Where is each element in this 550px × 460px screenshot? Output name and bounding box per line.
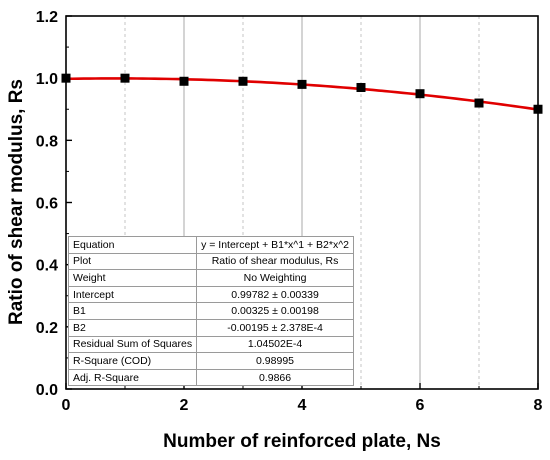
fit-table-row: B1 0.00325 ± 0.00198	[67, 302, 354, 320]
data-point	[415, 89, 425, 99]
fit-table-value: 0.98995	[196, 352, 354, 370]
x-tick-label: 2	[180, 397, 189, 414]
fit-table-value: 1.04502E-4	[196, 335, 354, 354]
fit-table-row: Adj. R-Square 0.9866	[67, 368, 354, 387]
data-point	[474, 98, 484, 108]
data-markers	[61, 73, 543, 114]
axis-ticks: 0 2 4 6 8 0.0 0.2 0.4 0.6 0.8 1.0 1.2	[36, 9, 543, 414]
data-point	[356, 82, 366, 92]
fit-table-label: Adj. R-Square	[67, 368, 198, 387]
y-tick-label: 1.2	[36, 9, 58, 26]
y-tick-label: 0.8	[36, 133, 58, 150]
y-tick-label: 0.2	[36, 320, 58, 337]
fit-table-row: Residual Sum of Squares 1.04502E-4	[67, 335, 354, 354]
data-point	[179, 76, 189, 86]
fit-table-row: Equation y = Intercept + B1*x^1 + B2*x^2	[67, 236, 354, 254]
y-tick-label: 0.0	[36, 382, 58, 399]
fit-table-row: B2 -0.00195 ± 2.378E-4	[67, 318, 354, 337]
fit-table-label: B2	[67, 318, 198, 337]
fit-table-value: y = Intercept + B1*x^1 + B2*x^2	[196, 236, 354, 254]
fit-table-label: Plot	[67, 252, 198, 271]
fit-table-label: Intercept	[67, 285, 198, 304]
fit-table-value: Ratio of shear modulus, Rs	[196, 252, 354, 271]
fit-table-row: Intercept 0.99782 ± 0.00339	[67, 285, 354, 304]
data-point	[61, 73, 71, 83]
x-tick-label: 0	[62, 397, 71, 414]
fit-table-label: Weight	[67, 269, 198, 287]
fit-table-value: 0.9866	[196, 368, 354, 387]
x-tick-label: 6	[416, 397, 425, 414]
fit-table-label: Equation	[67, 236, 198, 254]
fit-table-row: R-Square (COD) 0.98995	[67, 352, 354, 370]
fit-table-value: No Weighting	[196, 269, 354, 287]
fit-statistics-table: Equation y = Intercept + B1*x^1 + B2*x^2 P…	[67, 236, 354, 387]
y-tick-label: 0.4	[36, 258, 58, 275]
x-tick-label: 4	[298, 397, 307, 414]
fit-table-label: R-Square (COD)	[67, 352, 198, 370]
fit-table-value: -0.00195 ± 2.378E-4	[196, 318, 354, 337]
fit-table-row: Weight No Weighting	[67, 269, 354, 287]
data-point	[238, 76, 248, 86]
fit-table-label: B1	[67, 302, 198, 320]
fit-table-value: 0.99782 ± 0.00339	[196, 285, 354, 304]
fit-table-value: 0.00325 ± 0.00198	[196, 302, 354, 320]
fit-table-label: Residual Sum of Squares	[67, 335, 198, 354]
data-point	[297, 79, 307, 89]
y-tick-label: 1.0	[36, 71, 58, 88]
y-tick-label: 0.6	[36, 196, 58, 213]
data-point	[533, 104, 543, 114]
x-axis-title: Number of reinforced plate, Ns	[163, 431, 441, 452]
x-tick-label: 8	[534, 397, 543, 414]
fit-table-row: Plot Ratio of shear modulus, Rs	[67, 252, 354, 271]
data-point	[120, 73, 130, 83]
y-axis-title: Ratio of shear modulus, Rs	[6, 79, 27, 325]
